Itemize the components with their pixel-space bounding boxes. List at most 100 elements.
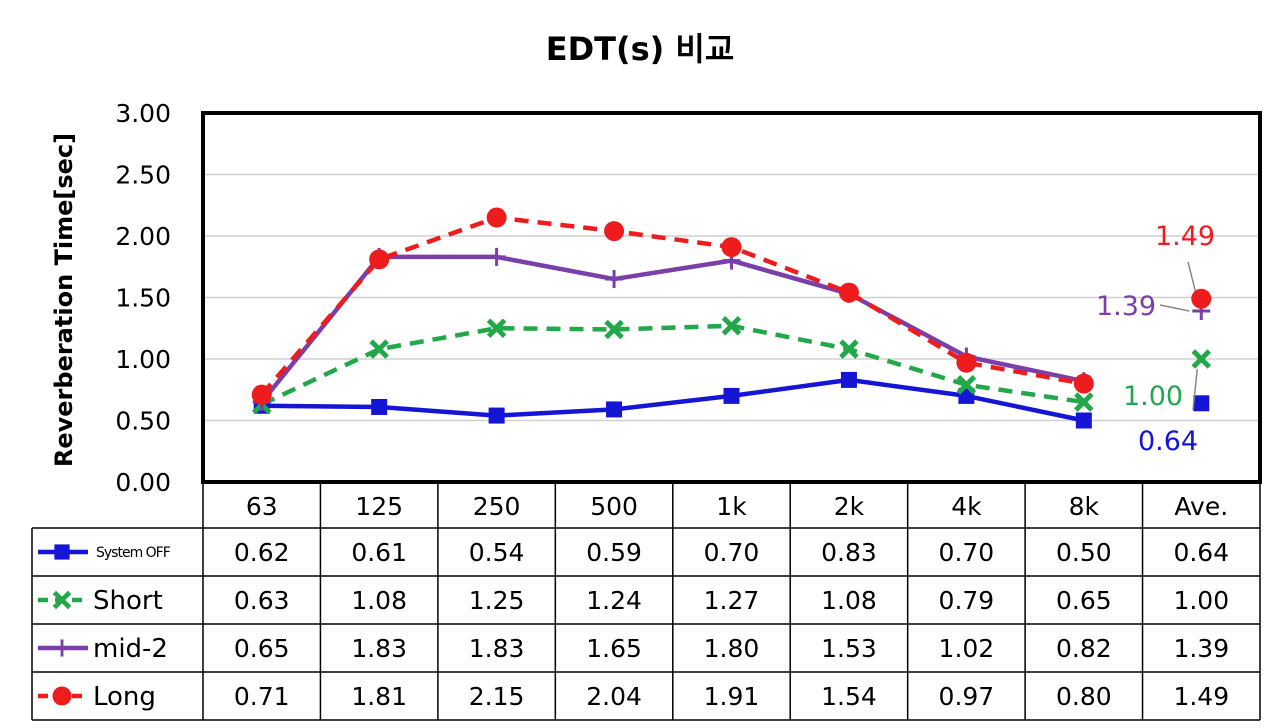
table-cell-value: 1.08 — [821, 586, 877, 615]
legend-key-mid-2 — [38, 639, 88, 657]
data-point-x — [1191, 349, 1212, 369]
x-tick-label: 63 — [246, 492, 278, 521]
table-cell-value: 1.53 — [821, 634, 877, 663]
table-cell-value: 1.65 — [586, 634, 642, 663]
data-point-x-stroke — [604, 319, 624, 340]
data-point-x-stroke — [486, 318, 507, 339]
data-point-square — [1075, 412, 1092, 429]
legend-key-long — [38, 686, 88, 706]
table-cell-value: 0.82 — [1056, 634, 1112, 663]
data-point-x — [956, 375, 977, 395]
legend-series-name: System OFF — [96, 545, 171, 561]
data-point-x — [721, 316, 742, 336]
annotation-leader-line — [1159, 304, 1190, 312]
data-point-circle — [486, 207, 507, 228]
table-cell-value: 1.08 — [351, 586, 407, 615]
x-tick-label: 500 — [590, 492, 638, 521]
table-cell-value: 0.61 — [351, 538, 407, 567]
table-cell-value: 0.59 — [586, 538, 642, 567]
y-tick-label: 0.00 — [115, 468, 171, 497]
legend-key-short — [38, 590, 88, 610]
table-cell-value: 0.63 — [234, 586, 290, 615]
data-point-x — [486, 318, 507, 339]
y-tick-label: 3.00 — [115, 99, 171, 128]
data-point-circle — [1191, 288, 1212, 309]
data-point-x-stroke — [52, 590, 72, 610]
annotation-leader-line — [1187, 261, 1197, 291]
data-point-x — [52, 590, 72, 610]
legend-series-name: mid-2 — [93, 634, 168, 664]
table-cell-value: 0.65 — [234, 634, 290, 663]
legend-series-name: Long — [93, 682, 156, 712]
table-cell-value: 1.49 — [1173, 682, 1229, 711]
data-point-x-stroke — [1074, 392, 1094, 412]
table-cell-value: 0.83 — [821, 538, 877, 567]
annotation-leader-line — [1192, 368, 1199, 411]
data-point-x — [604, 319, 624, 340]
x-tick-label: 1k — [716, 492, 747, 521]
x-tick-label: 4k — [951, 492, 982, 521]
average-data-label: 1.39 — [1096, 291, 1156, 322]
table-cell-value: 2.15 — [469, 682, 525, 711]
data-table: 63 125 250 500 1k 2k 4k 8k Ave. System OFF 0.62 0.6… — [31, 482, 1261, 721]
table-cell-value: 0.64 — [1173, 538, 1229, 567]
data-point-x — [839, 339, 859, 359]
table-cell-value: 1.27 — [704, 586, 760, 615]
chart-title: EDT(s) 비교 — [546, 30, 735, 68]
table-cell-value: 0.62 — [234, 538, 290, 567]
series-line-mid-2 — [259, 254, 1085, 404]
data-point-circle — [956, 352, 977, 373]
table-cell-value: 1.83 — [469, 634, 525, 663]
x-tick-label: 2k — [834, 492, 865, 521]
data-point-square — [723, 387, 740, 404]
data-point-plus — [487, 247, 506, 266]
legend-series-name: Short — [93, 586, 163, 616]
data-point-square — [488, 407, 505, 424]
legend-key-system-off — [38, 544, 88, 560]
data-point-circle — [1073, 373, 1094, 394]
plot-area-border — [201, 111, 1262, 484]
average-annotations: 1.49 1.39 1.00 0.64 — [1096, 221, 1215, 457]
table-cell-value: 2.04 — [586, 682, 642, 711]
table-cell-value: 0.65 — [1056, 586, 1112, 615]
y-axis-ticks: 0.00 0.50 1.00 1.50 2.00 2.50 3.00 — [115, 99, 171, 497]
table-cell-value: 0.71 — [234, 682, 290, 711]
data-point-circle — [251, 384, 272, 405]
table-cell-value: 1.80 — [704, 634, 760, 663]
y-tick-label: 2.50 — [115, 161, 171, 190]
data-point-square — [606, 401, 623, 418]
data-point-square — [1193, 395, 1210, 412]
data-point-circle — [721, 237, 742, 258]
table-cell-value: 0.80 — [1056, 682, 1112, 711]
data-point-square — [371, 398, 388, 415]
series-line-system-off — [261, 377, 1085, 423]
table-cell-value: 0.79 — [939, 586, 995, 615]
table-cell-value: 0.50 — [1056, 538, 1112, 567]
table-cell-value: 0.70 — [939, 538, 995, 567]
table-cell-value: 1.24 — [586, 586, 642, 615]
data-point-circle — [838, 282, 859, 303]
data-point-square — [840, 371, 857, 388]
data-point-square — [54, 544, 70, 560]
table-cell-value: 1.02 — [939, 634, 995, 663]
data-point-x — [1074, 392, 1094, 412]
data-point-x-stroke — [721, 316, 742, 336]
x-tick-label: Ave. — [1174, 492, 1228, 521]
table-cell-value: 0.70 — [704, 538, 760, 567]
data-point-x-stroke — [839, 339, 859, 359]
data-point-circle — [52, 686, 72, 706]
table-cell-value: 0.54 — [469, 538, 525, 567]
data-point-x-stroke — [369, 339, 389, 359]
data-point-plus — [605, 270, 624, 289]
x-tick-label: 250 — [473, 492, 521, 521]
x-tick-label: 125 — [355, 492, 403, 521]
data-point-x — [369, 339, 389, 359]
y-tick-label: 2.00 — [115, 222, 171, 251]
series-line-short — [260, 323, 1085, 407]
data-point-circle — [604, 221, 625, 242]
table-cell-value: 1.54 — [821, 682, 877, 711]
x-tick-label: 8k — [1069, 492, 1100, 521]
y-axis-label: Reverberation Time[sec] — [50, 133, 78, 467]
series-lines — [259, 215, 1085, 423]
